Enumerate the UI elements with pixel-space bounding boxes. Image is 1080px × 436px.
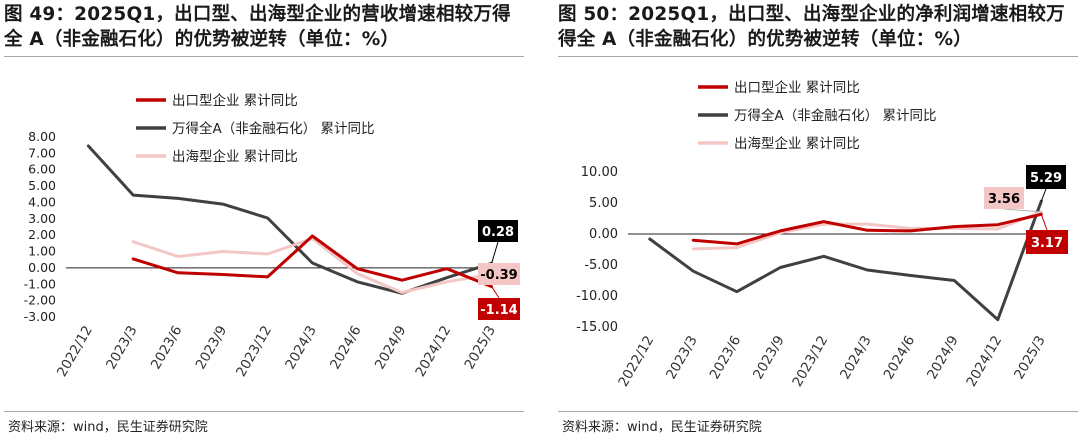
x-tick-label: 2023/6 [148, 323, 186, 372]
x-tick-label: 2024/9 [372, 323, 410, 372]
y-tick-label: -10.00 [576, 289, 618, 304]
y-tick-label: 6.00 [28, 162, 56, 177]
y-tick-label: 1.00 [28, 244, 56, 259]
callout-leader [491, 241, 499, 264]
series-line [691, 212, 1043, 246]
data-label: -1.14 [480, 303, 517, 318]
series-line [131, 237, 494, 294]
revenue-growth-chart: 8.007.00 6.005.004.00 3.002.00 1.000.00-1.0… [24, 92, 520, 380]
x-tick-label: 2022/12 [615, 333, 657, 390]
x-tick-label: 2024/9 [924, 333, 962, 382]
chart-title: 图 50：2025Q1，出口型、出海型企业的净利润增速相较万得全 A（非金融石化… [558, 4, 1065, 50]
x-tick-label: 2024/6 [327, 323, 365, 372]
callout-box [984, 187, 1024, 209]
y-tick-label: -15.00 [576, 320, 618, 335]
series-line [691, 210, 1043, 251]
data-label: -0.39 [480, 268, 517, 283]
callout-leader [1003, 208, 1042, 213]
callout-box [1026, 165, 1066, 189]
y-tick-label: 5.00 [589, 196, 618, 211]
callout-leader [1040, 214, 1048, 231]
x-tick-label: 2024/12 [963, 333, 1005, 390]
callout-box [478, 263, 520, 285]
chart-title: 图 49：2025Q1，出口型、出海型企业的营收增速相较万得全 A（非金融石化）… [4, 4, 511, 50]
y-tick-label: 5.00 [28, 178, 56, 193]
callout-leader [491, 286, 500, 299]
callout-box [478, 220, 518, 242]
x-tick-label: 2025/3 [461, 323, 499, 372]
y-tick-label: -5.00 [584, 258, 618, 273]
chart-source: 资料来源：wind，民生证券研究院 [8, 420, 208, 435]
x-tick-label: 2024/12 [412, 323, 454, 380]
x-tick-label: 2023/12 [233, 323, 275, 380]
y-tick-label: 2.00 [28, 227, 56, 242]
x-tick-label: 2024/3 [282, 323, 320, 372]
callout-leader [1040, 188, 1047, 202]
x-tick-label: 2024/3 [837, 333, 875, 382]
y-tick-label: 3.00 [28, 211, 56, 226]
data-label: 0.28 [482, 225, 514, 240]
x-tick-label: 2022/12 [54, 323, 96, 380]
x-tick-label: 2025/3 [1011, 333, 1049, 382]
chart-panel-revenue: 图 49：2025Q1，出口型、出海型企业的营收增速相较万得全 A（非金融石化）… [4, 0, 524, 436]
legend-label: 万得全A（非金融石化） 累计同比 [172, 120, 375, 137]
y-tick-label: 0.00 [589, 227, 618, 242]
x-tick-label: 2023/6 [707, 333, 745, 382]
legend-label: 出海型企业 累计同比 [172, 148, 298, 165]
y-tick-label: 10.00 [581, 165, 618, 180]
legend-label: 万得全A（非金融石化） 累计同比 [734, 107, 937, 124]
x-tick-label: 2023/3 [103, 323, 141, 372]
y-tick-label: 7.00 [28, 145, 56, 160]
x-tick-label: 2023/9 [193, 323, 231, 372]
legend-label: 出口型企业 累计同比 [734, 79, 860, 96]
callout-box [1026, 230, 1068, 254]
chart-source: 资料来源：wind，民生证券研究院 [562, 420, 762, 435]
x-tick-label: 2023/9 [750, 333, 788, 382]
x-tick-label: 2024/6 [881, 333, 919, 382]
source-divider [4, 411, 524, 412]
y-tick-label: 0.00 [28, 260, 56, 275]
legend-label: 出海型企业 累计同比 [734, 135, 860, 152]
chart-panel-profit: 图 50：2025Q1，出口型、出海型企业的净利润增速相较万得全 A（非金融石化… [558, 0, 1078, 436]
title-divider [4, 56, 524, 57]
series-line [131, 234, 494, 289]
title-divider [558, 56, 1078, 57]
series-line [648, 199, 1043, 322]
series-line [86, 144, 494, 295]
x-tick-label: 2023/3 [663, 333, 701, 382]
y-tick-label: 4.00 [28, 194, 56, 209]
y-tick-label: 8.00 [28, 129, 56, 144]
callout-box [478, 298, 520, 320]
data-label: 3.56 [988, 192, 1020, 207]
y-tick-label: -3.00 [24, 309, 56, 324]
legend-label: 出口型企业 累计同比 [172, 92, 298, 109]
data-label: 3.17 [1031, 236, 1063, 251]
y-tick-label: -2.00 [24, 293, 56, 308]
data-label: 5.29 [1030, 171, 1062, 186]
source-divider [558, 411, 1078, 412]
y-tick-label: -1.00 [24, 276, 56, 291]
x-tick-label: 2023/12 [789, 333, 831, 390]
